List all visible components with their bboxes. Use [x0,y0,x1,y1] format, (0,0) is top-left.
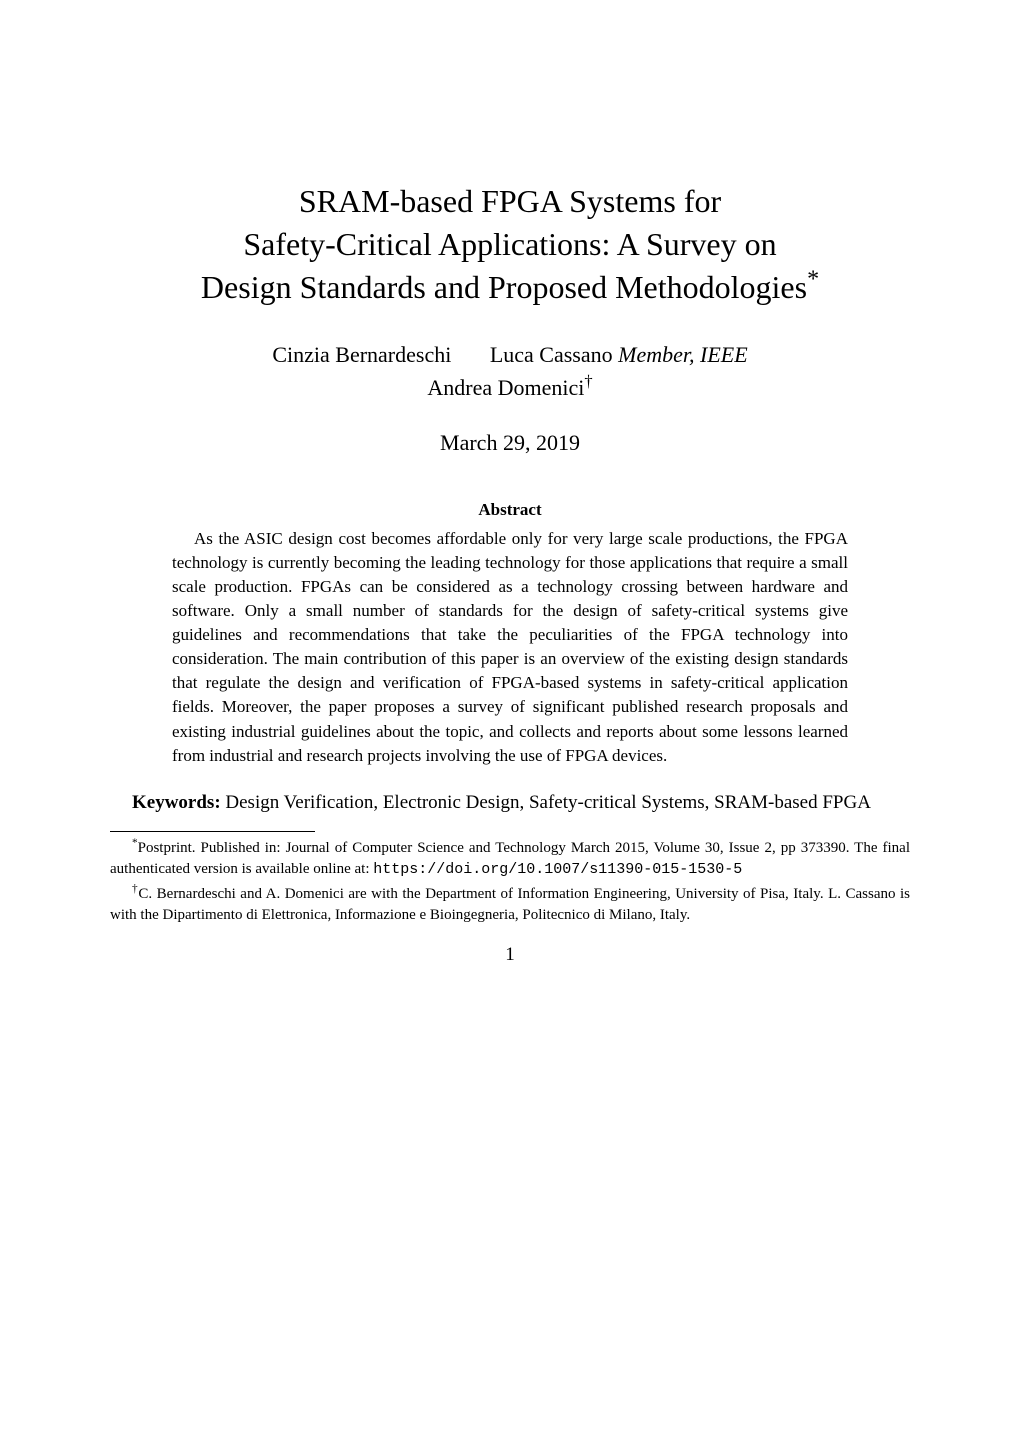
title-line-2: Safety-Critical Applications: A Survey o… [243,226,776,262]
abstract-body: As the ASIC design cost becomes affordab… [172,527,848,768]
author-2: Luca Cassano [490,342,613,367]
keywords-line: Keywords: Design Verification, Electroni… [110,790,910,817]
author-affiliation-italic: Member, IEEE [618,342,748,367]
title-line-1: SRAM-based FPGA Systems for [299,183,721,219]
footnote-1-url: https://doi.org/10.1007/s11390-015-1530-… [373,861,742,878]
author-dagger: † [584,371,592,390]
title-asterisk: * [807,267,819,293]
paper-date: March 29, 2019 [110,430,910,456]
footnote-2-text: C. Bernardeschi and A. Domenici are with… [110,886,910,923]
author-3: Andrea Domenici [427,375,584,400]
abstract-heading: Abstract [110,500,910,520]
keywords-label: Keywords: [132,792,221,813]
authors-block: Cinzia Bernardeschi Luca Cassano Member,… [110,338,910,404]
page-number: 1 [110,944,910,966]
keywords-text: Design Verification, Electronic Design, … [221,792,871,813]
paper-title: SRAM-based FPGA Systems for Safety-Criti… [110,180,910,310]
footnote-separator [110,831,315,832]
author-1: Cinzia Bernardeschi [272,342,451,367]
footnote-1: *Postprint. Published in: Journal of Com… [110,838,910,880]
footnote-2: †C. Bernardeschi and A. Domenici are wit… [110,884,910,926]
title-line-3: Design Standards and Proposed Methodolog… [201,269,807,305]
